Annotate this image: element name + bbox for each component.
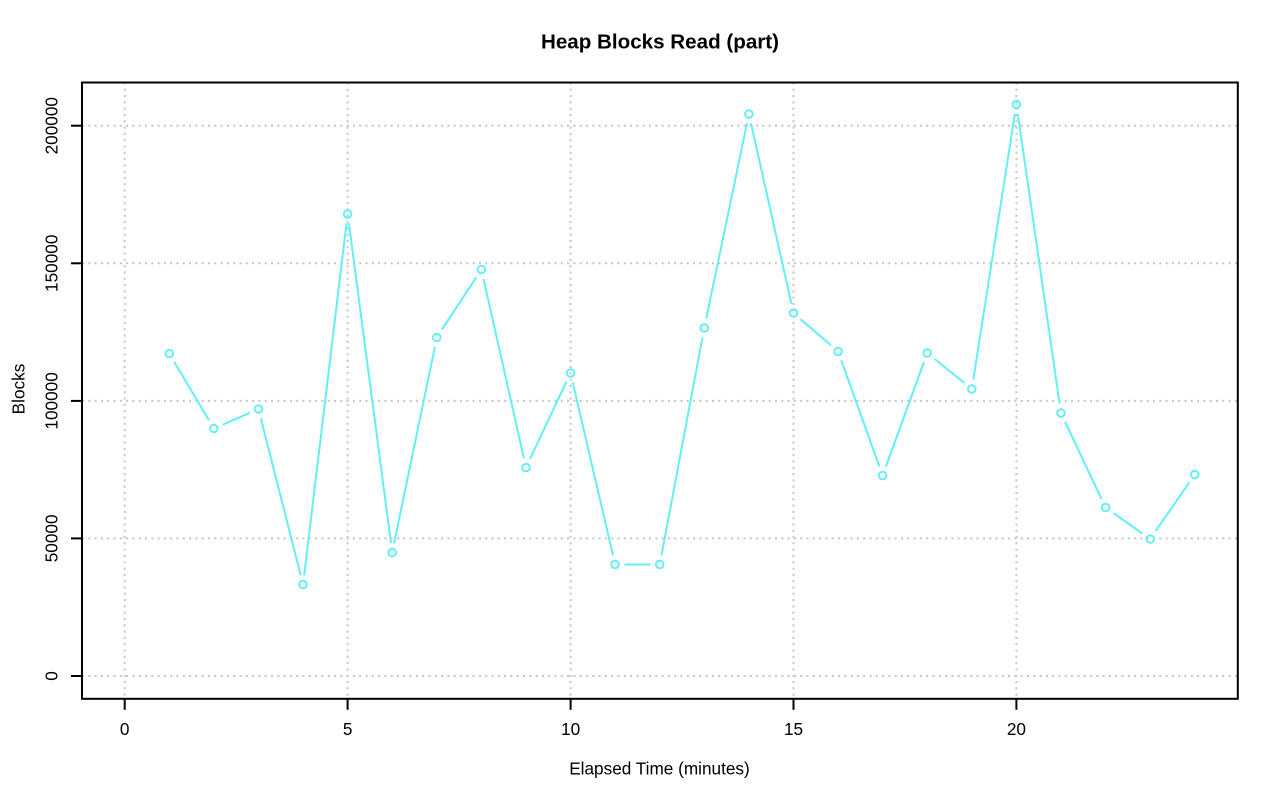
svg-text:100000: 100000	[42, 372, 62, 429]
svg-text:15: 15	[784, 719, 803, 739]
svg-text:0: 0	[42, 671, 62, 681]
svg-text:10: 10	[561, 719, 580, 739]
svg-text:Blocks: Blocks	[8, 364, 28, 415]
svg-text:20: 20	[1007, 719, 1026, 739]
svg-text:Heap Blocks Read (part): Heap Blocks Read (part)	[541, 31, 779, 54]
svg-text:5: 5	[343, 719, 353, 739]
svg-text:200000: 200000	[42, 97, 62, 154]
svg-text:150000: 150000	[42, 235, 62, 292]
svg-text:0: 0	[120, 719, 130, 739]
svg-text:50000: 50000	[42, 515, 62, 563]
svg-text:Elapsed Time (minutes): Elapsed Time (minutes)	[569, 759, 750, 779]
